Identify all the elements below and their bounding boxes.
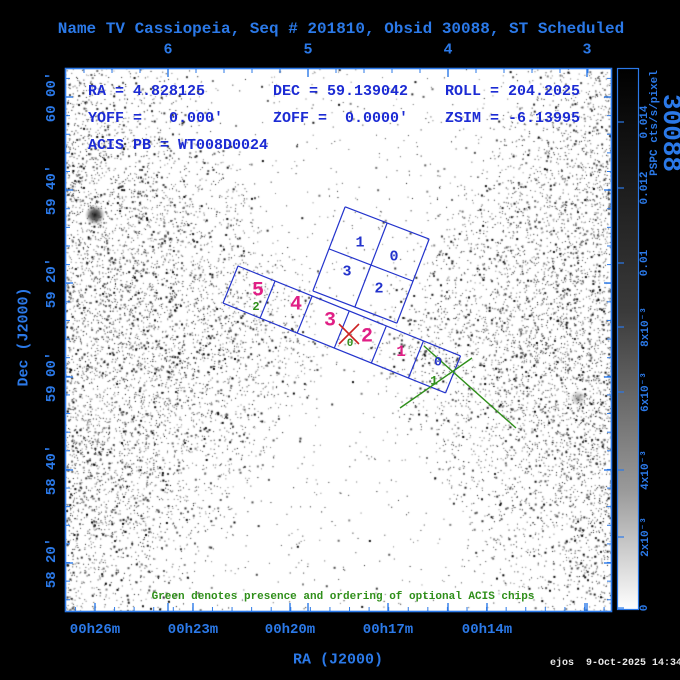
colorbar-tick-label: 4x10⁻³ <box>640 450 652 490</box>
dec-tick-label: 58 20' <box>44 537 60 589</box>
colorbar-tick-label: 8x10⁻³ <box>640 307 652 347</box>
yoff-value: YOFF = 0.000' <box>88 110 224 127</box>
acis-s-chip-label: 2 <box>360 325 374 349</box>
dec-tick-label: 59 40' <box>44 164 60 216</box>
ra-tick-label: 00h20m <box>264 622 316 638</box>
acis-s-chip-label: 3 <box>323 309 337 333</box>
ra-tick-label: 00h14m <box>461 622 513 638</box>
y-axis-title: Dec (J2000) <box>15 287 33 387</box>
colorbar-tick-label: 0.014 <box>639 105 651 139</box>
optional-order-label: 2 <box>252 300 260 314</box>
roll-value: ROLL = 204.2025 <box>445 83 581 100</box>
ra-tick-label: 00h23m <box>167 622 219 638</box>
optional-chips-legend: Green denotes presence and ordering of o… <box>151 591 535 603</box>
dec-tick-label: 58 40' <box>44 444 60 496</box>
ra-tick-label: 00h26m <box>69 622 121 638</box>
plot-title: Name TV Cassiopeia, Seq # 201810, Obsid … <box>57 20 625 38</box>
acis-i-chip-label: 2 <box>374 280 384 298</box>
zoff-value: ZOFF = 0.0000' <box>273 110 409 127</box>
colorbar-tick-label: 6x10⁻³ <box>640 372 652 412</box>
acis-s-chip-label: 1 <box>396 343 406 361</box>
acis-i-chip-label: 0 <box>389 248 399 266</box>
dec-tick-label: 59 20' <box>44 257 60 309</box>
rotated-obsid-number: 30088 <box>656 94 680 173</box>
optional-order-label: 1 <box>430 373 438 389</box>
dec-tick-label: 60 00' <box>44 71 60 123</box>
acis-i-chip-label: 1 <box>355 234 365 252</box>
ra-value: RA = 4.828125 <box>88 83 206 100</box>
top-axis-tick-label: 3 <box>582 41 592 59</box>
x-axis-title: RA (J2000) <box>292 651 384 669</box>
top-axis-tick-label: 4 <box>443 41 453 59</box>
acis-i-chip-label: 3 <box>342 263 352 281</box>
colorbar-tick-label: 0.01 <box>639 249 651 277</box>
colorbar-gradient <box>617 68 639 610</box>
acis-s-chip-label: 4 <box>289 293 303 317</box>
user-timestamp: ejos 9-Oct-2025 14:34 <box>550 658 680 669</box>
dec-value: DEC = 59.139042 <box>273 83 409 100</box>
zsim-value: ZSIM = -6.13995 <box>445 110 581 127</box>
colorbar-tick-label: 2x10⁻³ <box>640 517 652 557</box>
ra-tick-label: 00h17m <box>362 622 414 638</box>
colorbar-tick-label: 0.012 <box>639 171 651 205</box>
top-axis-tick-label: 6 <box>163 41 173 59</box>
optional-order-label: 0 <box>346 338 354 350</box>
top-axis-tick-label: 5 <box>303 41 313 59</box>
dec-tick-label: 59 00' <box>44 351 60 403</box>
acis-s-chip-label: 0 <box>434 354 442 370</box>
acis-pb-value: ACIS PB = WT008D0024 <box>88 137 269 154</box>
colorbar-tick-label: 0 <box>639 604 651 612</box>
